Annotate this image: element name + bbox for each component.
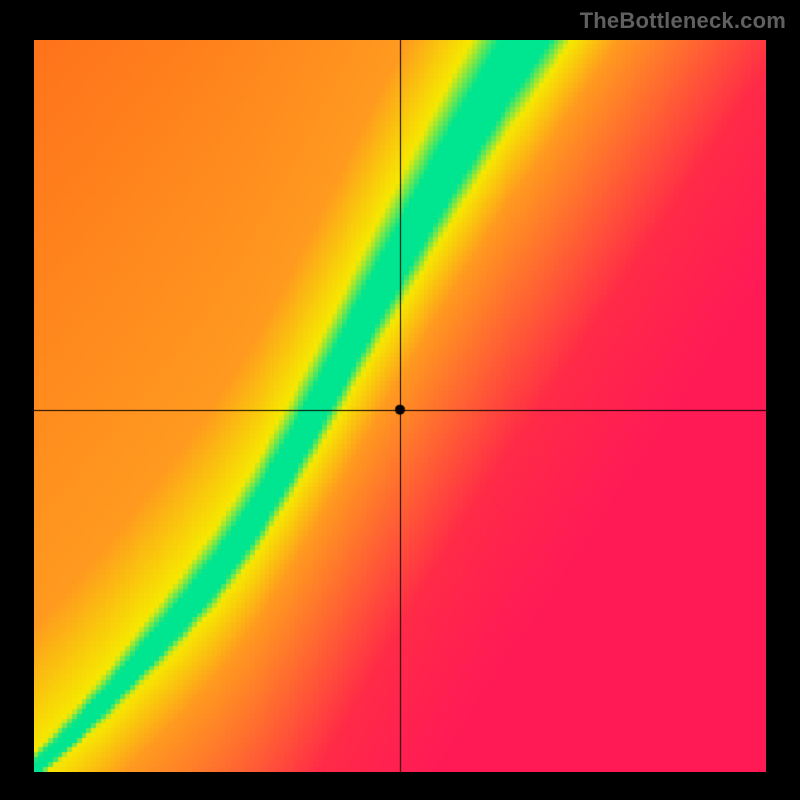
- watermark-text: TheBottleneck.com: [580, 8, 786, 34]
- chart-area: [34, 40, 766, 772]
- frame: { "watermark": { "text": "TheBottleneck.…: [0, 0, 800, 800]
- crosshair-overlay: [34, 40, 766, 772]
